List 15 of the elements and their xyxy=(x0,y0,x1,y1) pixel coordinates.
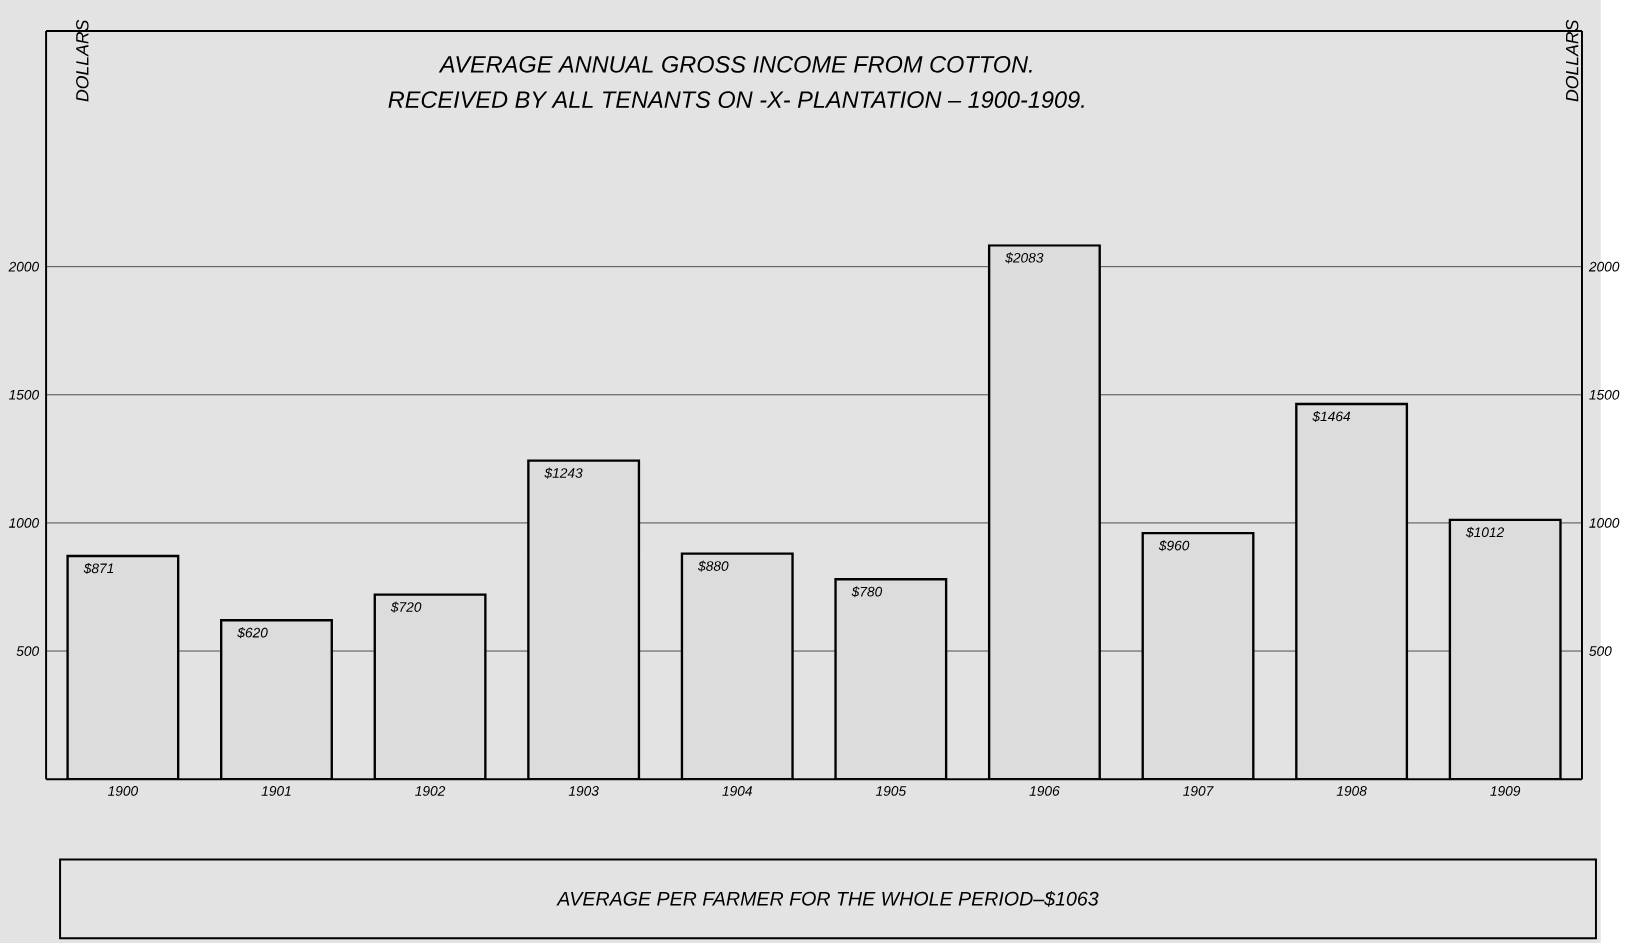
bar xyxy=(680,552,794,780)
bar xyxy=(66,555,180,780)
bar xyxy=(220,619,333,780)
bar xyxy=(987,244,1101,780)
text: AVERAGE ANNUAL GROSS INCOME FROM COTTON. xyxy=(438,56,1032,74)
y2-axis-title: DOLLARS xyxy=(1565,20,1579,102)
text: RECEIVED BY ALL TENANTS ON -X- PLANTATION – 1900-1909. xyxy=(388,91,1084,109)
bar xyxy=(373,593,487,780)
bar xyxy=(834,578,948,780)
y-axis-title: DOLLARS xyxy=(76,20,89,102)
bar xyxy=(1295,403,1409,780)
bar xyxy=(527,459,641,780)
text: AVERAGE PER FARMER FOR THE WHOLE PERIOD–$1063 xyxy=(556,891,1099,908)
bar xyxy=(1448,519,1562,780)
bar xyxy=(1141,532,1255,780)
